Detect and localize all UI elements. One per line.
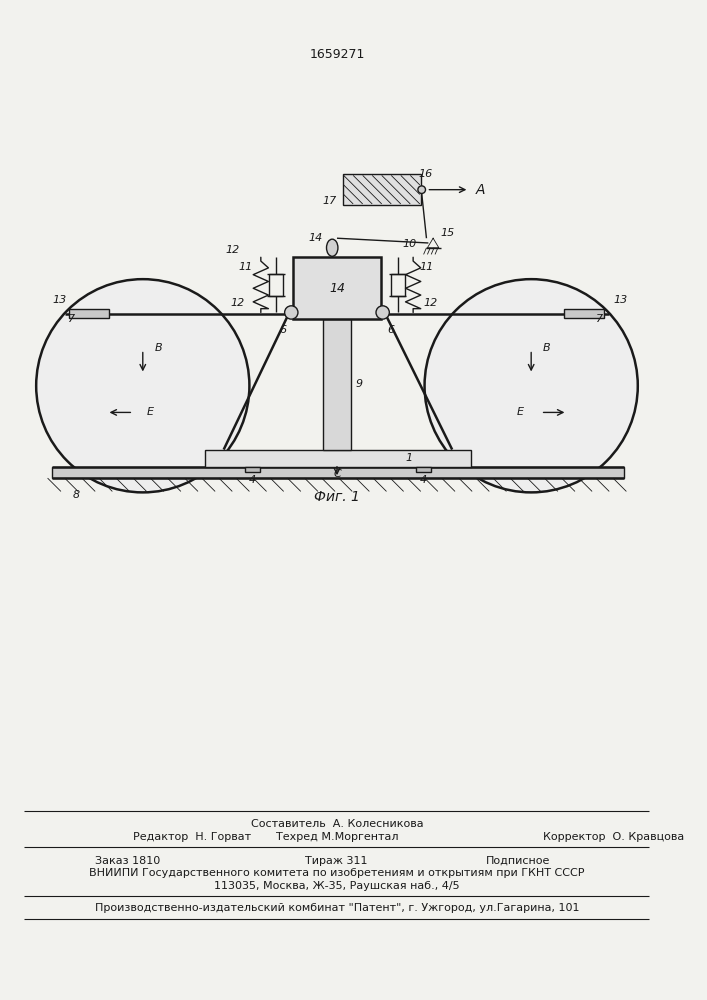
Bar: [204, 450, 471, 467]
Text: E: E: [516, 407, 523, 417]
Circle shape: [418, 186, 426, 193]
Text: 10: 10: [402, 239, 416, 249]
Text: E: E: [147, 407, 154, 417]
Text: Техред М.Моргентал: Техред М.Моргентал: [276, 832, 398, 842]
Text: 113035, Москва, Ж-35, Раушская наб., 4/5: 113035, Москва, Ж-35, Раушская наб., 4/5: [214, 881, 460, 891]
Text: 4: 4: [249, 475, 256, 485]
Bar: [416, 467, 431, 472]
Text: 8: 8: [73, 490, 80, 500]
Circle shape: [376, 306, 390, 319]
Text: 14: 14: [329, 282, 345, 295]
Bar: [391, 274, 404, 296]
Text: 7: 7: [68, 314, 75, 324]
Text: 9: 9: [356, 379, 363, 389]
Text: 13: 13: [614, 295, 628, 305]
Text: 17: 17: [322, 196, 337, 206]
Circle shape: [36, 279, 250, 492]
Text: Составитель  А. Колесникова: Составитель А. Колесникова: [251, 819, 423, 829]
Bar: [69, 309, 110, 318]
Text: 11: 11: [238, 262, 252, 272]
Text: Заказ 1810: Заказ 1810: [95, 856, 160, 866]
Text: 14: 14: [309, 233, 323, 243]
Text: Тираж 311: Тираж 311: [305, 856, 367, 866]
Bar: [343, 174, 421, 205]
Ellipse shape: [327, 239, 338, 256]
Text: B: B: [542, 343, 550, 353]
Text: 6: 6: [279, 325, 286, 335]
Text: 13: 13: [53, 295, 67, 305]
Bar: [293, 257, 381, 319]
Bar: [269, 274, 283, 296]
Bar: [564, 309, 604, 318]
Text: 12: 12: [231, 298, 245, 308]
Text: 12: 12: [225, 245, 240, 255]
Text: Корректор  О. Кравцова: Корректор О. Кравцова: [542, 832, 684, 842]
Text: 16: 16: [419, 169, 433, 179]
Text: 15: 15: [440, 228, 455, 238]
Text: 11: 11: [419, 262, 433, 272]
Text: Фиг. 1: Фиг. 1: [314, 490, 360, 504]
Text: B: B: [154, 343, 162, 353]
Circle shape: [425, 279, 638, 492]
Text: Производственно-издательский комбинат "Патент", г. Ужгород, ул.Гагарина, 101: Производственно-издательский комбинат "П…: [95, 903, 579, 913]
Text: 4: 4: [420, 475, 427, 485]
Bar: [322, 319, 351, 450]
Text: 7: 7: [596, 314, 603, 324]
Text: Редактор  Н. Горват: Редактор Н. Горват: [133, 832, 252, 842]
Circle shape: [285, 306, 298, 319]
Bar: [245, 467, 260, 472]
Text: Подписное: Подписное: [486, 856, 550, 866]
Text: 1: 1: [406, 453, 413, 463]
Text: A: A: [476, 183, 486, 197]
Text: ВНИИПИ Государственного комитета по изобретениям и открытиям при ГКНТ СССР: ВНИИПИ Государственного комитета по изоб…: [89, 868, 585, 878]
Text: 6: 6: [387, 325, 395, 335]
Text: 12: 12: [423, 298, 438, 308]
Bar: [52, 467, 624, 478]
Text: 1659271: 1659271: [309, 48, 365, 61]
Text: C: C: [333, 469, 341, 479]
